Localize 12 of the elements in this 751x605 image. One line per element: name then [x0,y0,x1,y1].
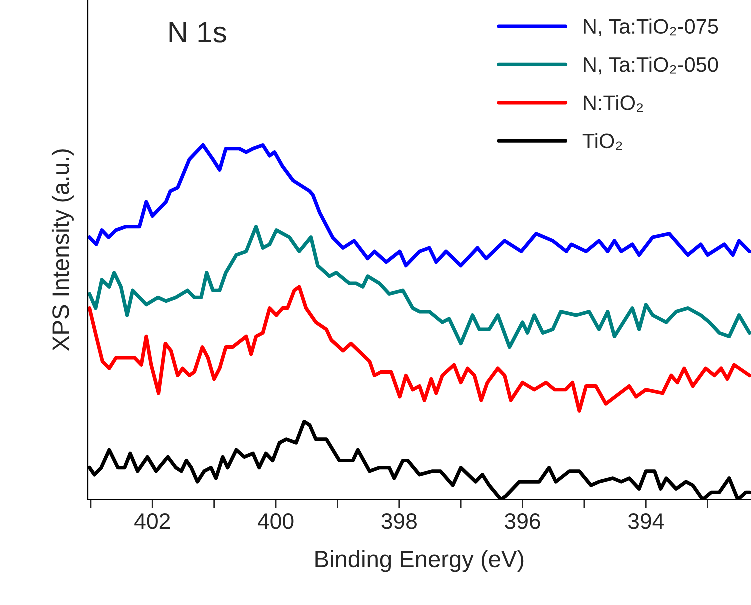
x-axis-title: Binding Energy (eV) [316,550,524,572]
x-tick-label: 394 [628,514,664,530]
legend-label: TiO₂ [582,133,622,150]
legend-label: N, Ta:TiO₂-075 [584,18,718,37]
x-tick-label: 398 [382,514,417,530]
x-tick-label: 402 [134,514,170,530]
legend-label: N:TiO₂ [584,95,644,112]
chart-title: N 1s [170,22,226,43]
y-axis-title: XPS Intensity (a.u.) [52,150,74,352]
legend-label: N, Ta:TiO₂-050 [584,56,718,75]
x-tick-label: 400 [258,514,294,530]
x-tick-label: 396 [505,514,540,530]
